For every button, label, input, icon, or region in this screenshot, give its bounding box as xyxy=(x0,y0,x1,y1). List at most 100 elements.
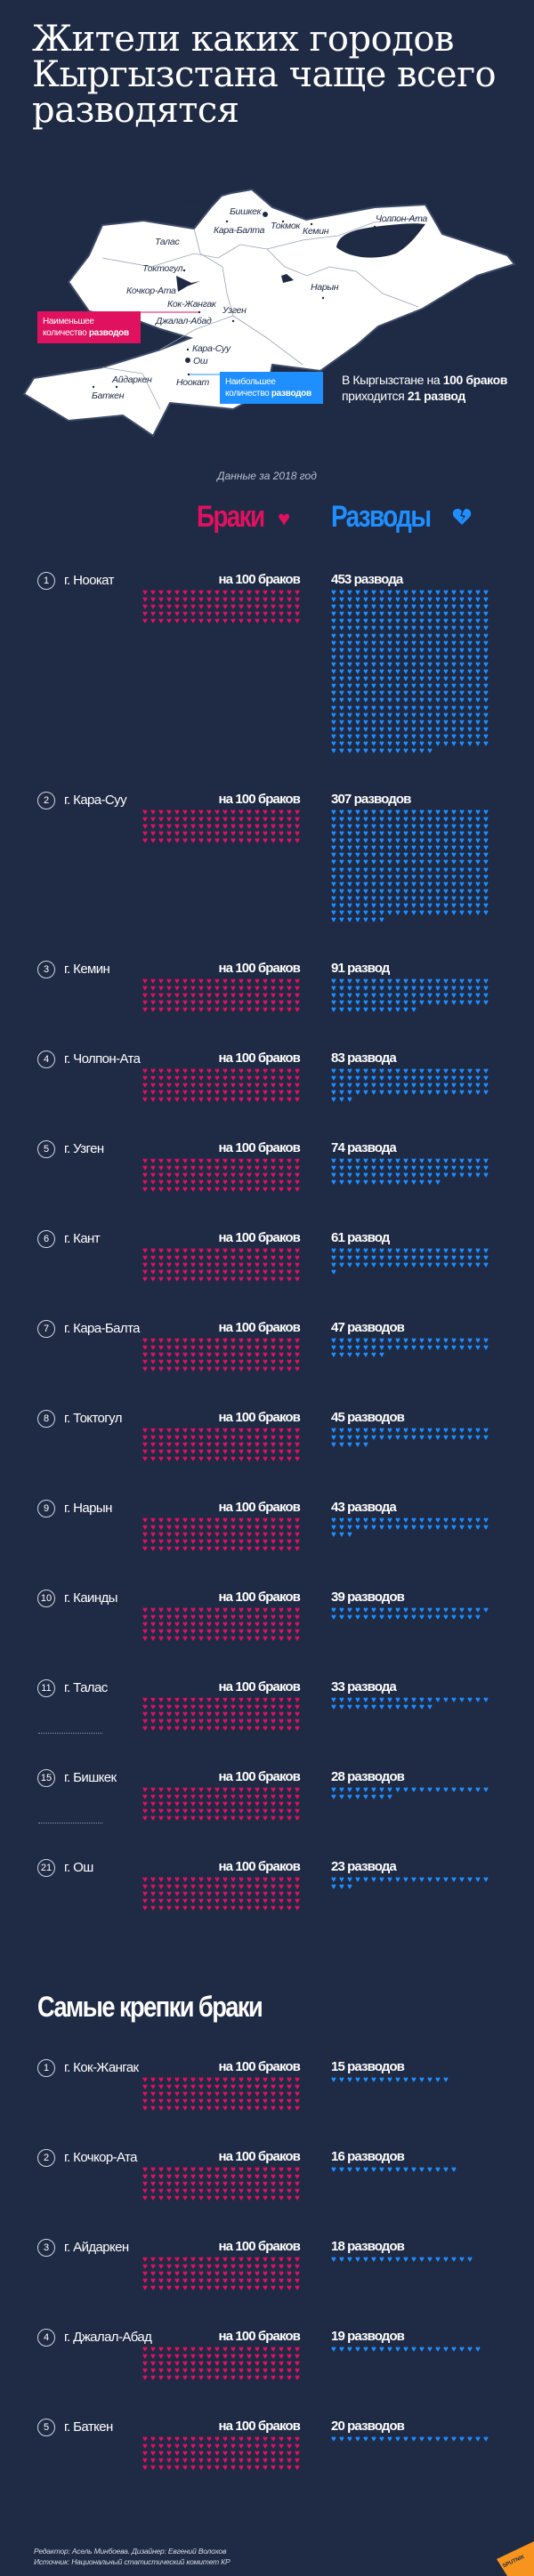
marriages-pictogram xyxy=(142,588,303,628)
marriage-heart-mark xyxy=(271,1095,279,1106)
marriage-heart-mark xyxy=(231,815,239,825)
divorce-broken-heart-mark xyxy=(363,1792,371,1803)
divorce-broken-heart-mark xyxy=(395,732,403,743)
divorce-broken-heart-mark xyxy=(395,815,403,825)
divorce-broken-heart-mark xyxy=(347,602,355,613)
divorce-broken-heart-mark xyxy=(339,829,347,840)
marriage-heart-mark xyxy=(255,1275,263,1285)
divorce-broken-heart-mark xyxy=(459,632,467,642)
divorce-broken-heart-mark xyxy=(387,667,395,678)
divorce-broken-heart-mark xyxy=(467,624,475,634)
divorce-broken-heart-mark xyxy=(387,2255,395,2266)
marriage-heart-mark xyxy=(271,602,279,613)
marriages-label: на 100 браков xyxy=(218,2239,300,2254)
divorce-broken-heart-mark xyxy=(339,660,347,671)
marriage-heart-mark xyxy=(271,1275,279,1285)
marriage-heart-mark xyxy=(222,2463,231,2474)
marriage-heart-mark xyxy=(158,602,166,613)
divorce-broken-heart-mark xyxy=(419,808,427,818)
divorce-broken-heart-mark xyxy=(435,829,443,840)
divorce-broken-heart-mark xyxy=(443,1523,451,1534)
marriage-heart-mark xyxy=(206,616,214,627)
divorce-broken-heart-mark xyxy=(395,595,403,606)
divorce-broken-heart-mark xyxy=(347,725,355,736)
divorce-broken-heart-mark xyxy=(395,588,403,599)
divorce-broken-heart-mark xyxy=(451,822,459,833)
divorce-broken-heart-mark xyxy=(483,725,491,736)
divorce-broken-heart-mark xyxy=(403,1613,411,1623)
rank-badge: 8 xyxy=(37,1409,55,1428)
divorce-broken-heart-mark xyxy=(419,2345,427,2355)
marriage-heart-mark xyxy=(239,2373,247,2384)
divorce-broken-heart-mark xyxy=(371,1703,379,1713)
marriage-heart-mark xyxy=(263,1814,271,1824)
divorce-broken-heart-mark xyxy=(459,588,467,599)
divorce-broken-heart-mark xyxy=(403,815,411,825)
divorce-broken-heart-mark xyxy=(411,681,419,692)
marriage-heart-mark xyxy=(231,2283,239,2294)
divorce-broken-heart-mark xyxy=(395,1005,403,1016)
divorce-broken-heart-mark xyxy=(411,739,419,750)
divorce-broken-heart-mark xyxy=(387,674,395,685)
marriage-heart-mark xyxy=(142,815,150,825)
divorce-broken-heart-mark xyxy=(379,1703,387,1713)
divorce-broken-heart-mark xyxy=(371,829,379,840)
divorce-broken-heart-mark xyxy=(419,674,427,685)
divorce-broken-heart-mark xyxy=(331,681,339,692)
divorce-broken-heart-mark xyxy=(403,1875,411,1886)
marriage-heart-mark xyxy=(174,836,182,847)
divorce-broken-heart-mark xyxy=(435,815,443,825)
divorce-broken-heart-mark xyxy=(355,632,363,642)
marriage-heart-mark xyxy=(174,1544,182,1555)
marriage-heart-mark xyxy=(182,1454,190,1465)
marriage-heart-mark xyxy=(198,822,206,833)
divorce-broken-heart-mark xyxy=(331,2435,339,2445)
marriage-heart-mark xyxy=(263,1185,271,1195)
divorce-broken-heart-mark xyxy=(387,1523,395,1534)
divorce-broken-heart-mark xyxy=(435,732,443,743)
divorce-broken-heart-mark xyxy=(379,688,387,699)
divorce-broken-heart-mark xyxy=(483,836,491,847)
divorce-broken-heart-mark xyxy=(403,1005,411,1016)
divorce-broken-heart-mark xyxy=(467,815,475,825)
divorce-broken-heart-mark xyxy=(403,822,411,833)
marriage-heart-mark xyxy=(222,815,231,825)
divorce-broken-heart-mark xyxy=(339,674,347,685)
title-line: Жители каких городов xyxy=(32,19,454,60)
city-name: г. Нарын xyxy=(64,1500,112,1516)
divorce-broken-heart-mark xyxy=(459,1088,467,1099)
divorce-broken-heart-mark xyxy=(347,1095,355,1106)
divorce-broken-heart-mark xyxy=(435,703,443,713)
divorce-broken-heart-mark xyxy=(419,746,427,757)
divorce-broken-heart-mark xyxy=(363,667,371,678)
divorce-broken-heart-mark xyxy=(347,667,355,678)
divorce-broken-heart-mark xyxy=(427,2345,435,2355)
city-name: г. Бишкек xyxy=(64,1769,117,1785)
divorce-broken-heart-mark xyxy=(387,2165,395,2176)
divorce-broken-heart-mark xyxy=(347,703,355,713)
divorce-broken-heart-mark xyxy=(363,703,371,713)
divorce-broken-heart-mark xyxy=(467,850,475,861)
divorce-broken-heart-mark xyxy=(387,595,395,606)
divorce-broken-heart-mark xyxy=(395,1523,403,1534)
marriage-heart-mark xyxy=(214,602,222,613)
marriage-heart-mark xyxy=(247,836,255,847)
divorces-pictogram xyxy=(331,588,491,757)
divorce-broken-heart-mark xyxy=(403,1088,411,1099)
marriage-heart-mark xyxy=(287,808,295,818)
divorce-broken-heart-mark xyxy=(475,660,483,671)
divorce-broken-heart-mark xyxy=(427,595,435,606)
city-name: г. Кант xyxy=(64,1230,101,1246)
divorce-broken-heart-mark xyxy=(443,646,451,656)
divorce-broken-heart-mark xyxy=(355,815,363,825)
divorce-broken-heart-mark xyxy=(331,2075,339,2086)
divorce-broken-heart-mark xyxy=(355,1440,363,1451)
divorce-broken-heart-mark xyxy=(403,681,411,692)
marriage-heart-mark xyxy=(222,829,231,840)
marriage-heart-mark xyxy=(231,1724,239,1735)
marriage-heart-mark xyxy=(263,1904,271,1914)
marriage-heart-mark xyxy=(295,588,303,599)
divorces-label: 28 разводов xyxy=(331,1768,405,1784)
divorce-broken-heart-mark xyxy=(363,829,371,840)
divorce-broken-heart-mark xyxy=(363,609,371,620)
